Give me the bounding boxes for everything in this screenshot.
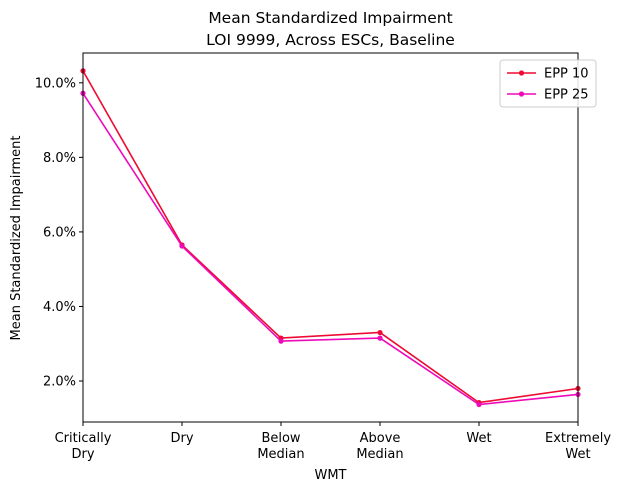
- series-layer: [80, 68, 581, 408]
- x-tick-label-4: Wet: [466, 431, 491, 446]
- legend-marker-0: [518, 70, 525, 76]
- y-tick-label-3: 8.0%: [43, 151, 76, 166]
- data-point-s1-1: [179, 243, 185, 249]
- legend-label-0: EPP 10: [544, 67, 589, 82]
- x-tick-label-5: Extremely Wet: [545, 431, 611, 462]
- y-tick-label-0: 2.0%: [43, 375, 76, 390]
- data-point-s1-3: [377, 335, 383, 341]
- data-point-s1-4: [476, 401, 482, 408]
- series-line-1: [82, 92, 579, 406]
- y-tick-label-4: 10.0%: [35, 76, 76, 91]
- legend-marker-1: [518, 91, 525, 97]
- series-line-0: [82, 70, 579, 404]
- legend-label-1: EPP 25: [544, 88, 589, 103]
- legend-box: [499, 59, 597, 108]
- y-axis-label: Mean Standardized Impairment: [9, 136, 24, 341]
- y-tick-label-1: 4.0%: [43, 300, 76, 315]
- data-point-s0-3: [377, 329, 383, 336]
- chart-title-line-1: Mean Standardized Impairment: [208, 9, 452, 27]
- axes: 2.0% 4.0% 6.0% 8.0% 10.0% Critically Dry Dry Bel…: [35, 52, 611, 462]
- x-tick-label-1: Dry: [170, 431, 193, 446]
- chart-title-line-2: LOI 9999, Across ESCs, Baseline: [206, 31, 455, 49]
- x-axis-label: WMT: [314, 468, 346, 483]
- data-point-s1-2: [278, 338, 284, 344]
- y-tick-label-2: 6.0%: [43, 225, 76, 240]
- x-tick-label-2: Below Median: [257, 431, 304, 462]
- plot-frame: [82, 52, 579, 423]
- x-tick-label-3: Above Median: [356, 431, 403, 462]
- legend: EPP 10 EPP 25: [499, 59, 597, 108]
- x-tick-label-0: Critically Dry: [55, 431, 112, 462]
